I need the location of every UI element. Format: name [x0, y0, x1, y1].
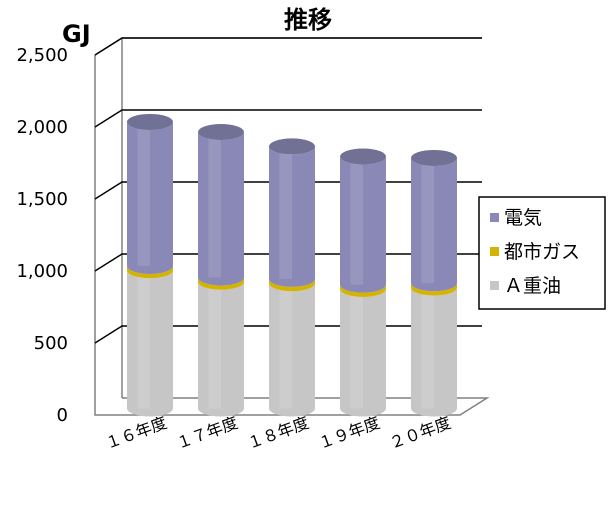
x-axis-ticks: １６年度 １７年度 １８年度 １９年度 ２０年度: [103, 413, 454, 453]
bar-segment: [127, 265, 173, 279]
y-tick-label: 2,000: [16, 117, 68, 138]
bar-highlight: [421, 287, 434, 409]
bar-segment: [340, 288, 386, 417]
legend-swatch: [490, 213, 499, 222]
bar-stack: [411, 149, 458, 417]
bar-highlight: [279, 283, 292, 409]
bar-segment: [411, 157, 458, 292]
bar-highlight: [137, 121, 150, 266]
y-unit-label: GJ: [62, 20, 91, 48]
gridline: [94, 37, 482, 56]
bars: [127, 113, 458, 417]
x-tick-label: ２０年度: [387, 413, 454, 453]
legend-swatch: [490, 247, 499, 256]
bar-highlight: [279, 146, 292, 279]
bar-highlight: [137, 270, 150, 409]
y-tick-label: 500: [34, 333, 68, 354]
bar-highlight: [208, 132, 221, 278]
bar-top-cap: [127, 113, 173, 130]
legend-label: Ａ重油: [504, 275, 561, 297]
bar-segment: [198, 277, 244, 290]
x-tick-label: １６年度: [103, 413, 170, 453]
bar-segment: [269, 146, 315, 287]
gridline: [94, 109, 482, 128]
bar-segment: [340, 284, 386, 297]
bar-top-cap: [411, 149, 457, 166]
chart-title: 推移: [284, 6, 332, 34]
bar-stack: [269, 138, 315, 417]
legend-label: 都市ガス: [504, 241, 580, 263]
x-tick-label: １７年度: [174, 413, 241, 453]
bar-segment: [340, 156, 386, 293]
y-axis-ticks: 0 500 1,000 1,500 2,000 2,500: [16, 45, 68, 426]
bar-stack: [198, 124, 244, 417]
legend-label: 電気: [504, 207, 542, 229]
bar-top-cap: [269, 138, 315, 155]
bar-segment: [198, 132, 244, 286]
bar-highlight: [421, 157, 434, 284]
bar-highlight: [350, 288, 363, 409]
bar-segment: [269, 283, 315, 417]
bar-segment: [127, 121, 173, 274]
top-edge: [94, 37, 482, 56]
bar-highlight: [350, 156, 363, 285]
bar-top-cap: [198, 124, 244, 141]
y-tick-label: 1,500: [16, 189, 68, 210]
bar-segment: [127, 270, 173, 417]
bar-stack: [340, 148, 386, 417]
bar-segment: [198, 281, 244, 417]
y-tick-label: 0: [57, 405, 68, 426]
legend-box: [478, 196, 606, 310]
y-tick-label: 1,000: [16, 261, 68, 282]
x-tick-label: １８年度: [245, 413, 312, 453]
legend-swatch: [490, 281, 499, 290]
bar-segment: [411, 287, 458, 417]
bar-segment: [411, 283, 458, 296]
bar-top-cap: [340, 148, 386, 165]
y-tick-label: 2,500: [16, 45, 68, 66]
x-tick-label: １９年度: [316, 413, 383, 453]
bar-highlight: [208, 281, 221, 409]
bar-segment: [269, 278, 315, 292]
bar-stack: [127, 113, 173, 417]
